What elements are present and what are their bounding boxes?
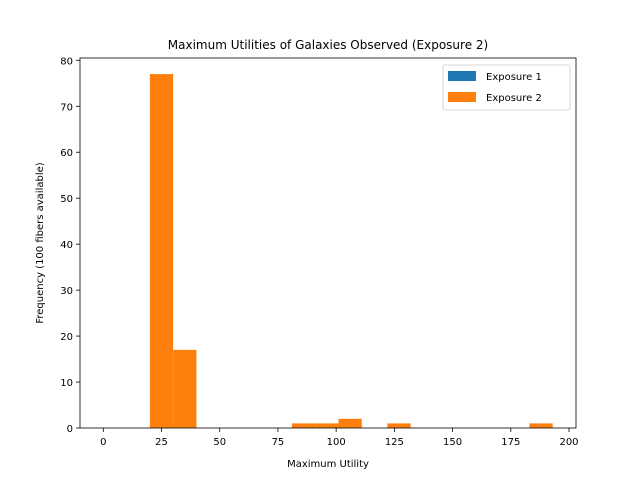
x-tick-label: 175 bbox=[501, 437, 520, 448]
plot-frame bbox=[79, 57, 577, 429]
x-tick-label: 125 bbox=[385, 437, 404, 448]
y-tick-label: 80 bbox=[60, 56, 73, 67]
x-tick-label: 100 bbox=[327, 437, 346, 448]
plot-area bbox=[79, 57, 577, 429]
legend-label-1: Exposure 2 bbox=[486, 93, 542, 104]
x-tick-label: 0 bbox=[100, 437, 106, 448]
y-tick-label: 40 bbox=[60, 240, 73, 251]
y-tick-label: 0 bbox=[67, 424, 73, 435]
y-tick-label: 10 bbox=[60, 378, 73, 389]
y-tick-label: 20 bbox=[60, 332, 73, 343]
bar-s1-1 bbox=[173, 349, 197, 428]
legend-swatch-0 bbox=[448, 71, 476, 81]
bar-s1-6 bbox=[529, 423, 553, 428]
legend-label-0: Exposure 1 bbox=[486, 72, 542, 83]
y-axis: 0 10 20 30 40 50 60 70 80 bbox=[60, 56, 80, 435]
x-tick-label: 150 bbox=[443, 437, 462, 448]
bar-s1-2 bbox=[291, 423, 316, 428]
x-axis: 0 25 50 75 100 125 150 175 200 bbox=[100, 428, 579, 448]
x-axis-label: Maximum Utility bbox=[287, 459, 369, 470]
bar-s1-4 bbox=[338, 418, 362, 428]
x-tick-label: 25 bbox=[155, 437, 168, 448]
y-axis-label: Frequency (100 fibers available) bbox=[35, 162, 46, 323]
legend-swatch-1 bbox=[448, 92, 476, 102]
y-tick-label: 50 bbox=[60, 194, 73, 205]
y-tick-label: 70 bbox=[60, 102, 73, 113]
y-tick-label: 60 bbox=[60, 148, 73, 159]
bar-s1-5 bbox=[387, 423, 411, 428]
x-tick-label: 50 bbox=[213, 437, 226, 448]
x-tick-label: 75 bbox=[272, 437, 285, 448]
x-tick-label: 200 bbox=[559, 437, 578, 448]
legend: Exposure 1 Exposure 2 bbox=[442, 64, 571, 111]
bar-s1-0 bbox=[149, 74, 174, 428]
y-tick-label: 30 bbox=[60, 286, 73, 297]
bar-s1-3 bbox=[315, 423, 339, 428]
chart-title: Maximum Utilities of Galaxies Observed (… bbox=[168, 38, 488, 52]
